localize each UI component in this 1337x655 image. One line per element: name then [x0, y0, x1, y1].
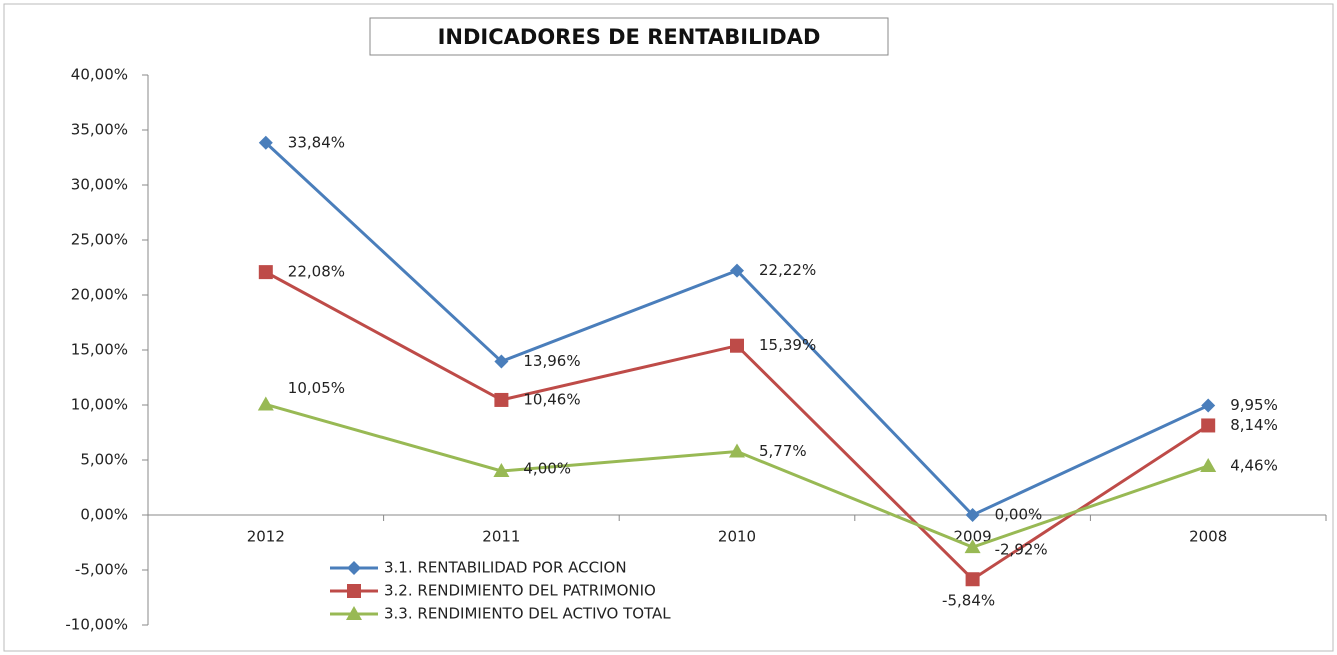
data-point: [964, 539, 981, 554]
x-tick-label: 2012: [247, 528, 285, 546]
y-tick-label: -5,00%: [75, 561, 128, 579]
data-point: [965, 572, 980, 587]
data-label: 10,46%: [523, 390, 580, 408]
data-label: 8,14%: [1230, 416, 1278, 434]
y-tick-label: 25,00%: [71, 231, 128, 249]
data-label: 13,96%: [523, 352, 580, 370]
data-label: -2,92%: [995, 541, 1048, 559]
data-label: 33,84%: [288, 133, 345, 151]
data-label: 15,39%: [759, 336, 816, 354]
data-label: 22,08%: [288, 263, 345, 281]
data-point: [730, 338, 744, 353]
data-point: [730, 263, 744, 278]
legend-label: 3.2. RENDIMIENTO DEL PATRIMONIO: [384, 582, 656, 600]
y-tick-label: 30,00%: [71, 176, 128, 194]
legend-marker: [347, 584, 361, 598]
legend-label: 3.1. RENTABILIDAD POR ACCION: [384, 559, 627, 577]
data-label: 5,77%: [759, 442, 807, 460]
x-tick-label: 2010: [718, 528, 756, 546]
data-point: [493, 463, 510, 477]
data-point: [258, 135, 273, 150]
legend-marker: [346, 606, 362, 620]
y-tick-label: 40,00%: [71, 66, 128, 84]
y-tick-label: 0,00%: [80, 506, 128, 524]
x-tick-label: 2009: [954, 528, 992, 546]
data-point: [1201, 418, 1216, 433]
legend-label: 3.3. RENDIMIENTO DEL ACTIVO TOTAL: [384, 605, 671, 623]
y-tick-label: 20,00%: [71, 286, 128, 304]
title-box: [369, 17, 889, 56]
y-tick-label: 10,00%: [71, 396, 128, 414]
data-label: 9,95%: [1230, 396, 1278, 414]
data-label: 4,00%: [523, 460, 571, 478]
data-point: [494, 392, 509, 407]
data-label: -5,84%: [942, 592, 995, 610]
y-tick-label: 5,00%: [80, 451, 128, 469]
chart-title: INDICADORES DE RENTABILIDAD: [438, 25, 821, 49]
data-label: 22,22%: [759, 261, 816, 279]
data-label: 0,00%: [995, 506, 1043, 524]
data-point: [729, 443, 745, 458]
y-tick-label: 15,00%: [71, 341, 128, 359]
data-point: [257, 396, 274, 411]
data-label: 10,05%: [288, 379, 345, 397]
data-point: [258, 265, 273, 280]
legend-marker: [347, 561, 361, 575]
y-tick-label: 35,00%: [71, 121, 128, 139]
chart-frame: [3, 3, 1334, 652]
y-tick-label: -10,00%: [65, 616, 128, 634]
data-label: 4,46%: [1230, 456, 1278, 474]
x-tick-label: 2011: [482, 528, 520, 546]
data-point: [494, 354, 509, 369]
data-point: [1201, 398, 1216, 413]
data-point: [965, 508, 980, 522]
x-tick-label: 2008: [1189, 528, 1227, 546]
data-point: [1200, 457, 1217, 472]
